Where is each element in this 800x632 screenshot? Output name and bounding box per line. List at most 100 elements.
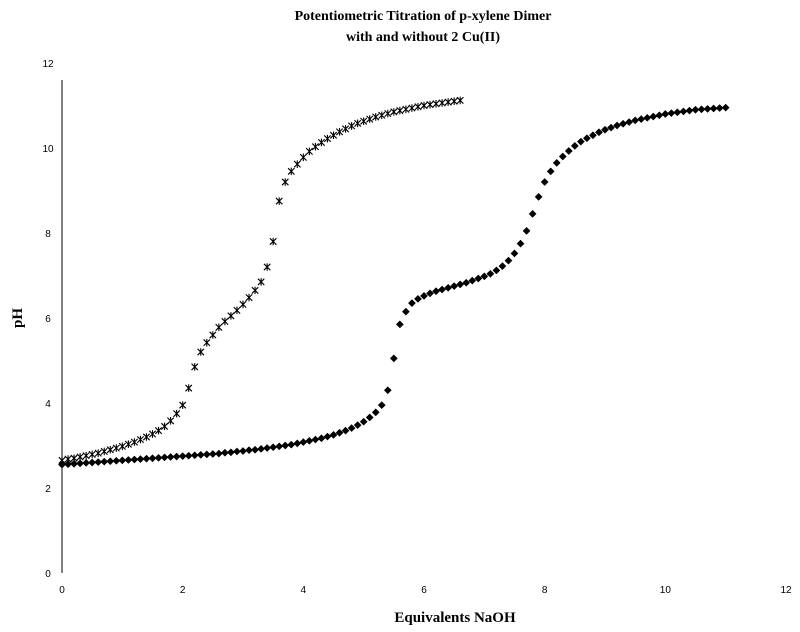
data-point: [106, 445, 114, 454]
data-point: [112, 456, 121, 465]
data-point: [456, 96, 464, 105]
data-point: [136, 455, 145, 464]
data-point: [378, 111, 386, 120]
data-point: [196, 450, 205, 459]
data-point: [504, 256, 513, 265]
data-point: [190, 451, 199, 460]
data-point: [305, 436, 314, 445]
x-axis-ticks: 0 2 4 6 8 10 12: [59, 585, 792, 596]
data-point: [287, 440, 296, 449]
data-point: [160, 422, 169, 431]
chart-title: Potentiometric Titration of p-xylene Dim…: [295, 9, 552, 24]
x-tick-label: 0: [59, 585, 65, 596]
data-point: [407, 299, 416, 308]
data-point: [118, 456, 127, 465]
data-point: [233, 447, 241, 456]
data-point: [395, 320, 404, 329]
data-point: [269, 237, 277, 246]
data-point: [263, 263, 271, 271]
data-point: [371, 408, 380, 417]
data-point: [118, 442, 126, 451]
x-tick-label: 2: [180, 585, 186, 596]
data-point: [124, 455, 133, 464]
x-tick-label: 10: [660, 585, 672, 596]
data-point: [384, 109, 392, 118]
data-point: [480, 272, 489, 281]
data-point: [208, 450, 217, 458]
data-point: [414, 102, 422, 111]
data-point: [709, 104, 718, 113]
data-point: [426, 289, 434, 298]
data-point: [377, 401, 386, 410]
y-tick-label: 4: [45, 399, 51, 410]
data-point: [366, 115, 374, 123]
data-point: [341, 426, 350, 435]
data-point: [655, 111, 664, 120]
x-axis-label: Equivalents NaOH: [394, 610, 516, 626]
data-point: [94, 458, 103, 467]
data-point: [239, 300, 247, 309]
data-point: [588, 131, 597, 140]
data-point: [703, 104, 712, 113]
data-point: [185, 384, 193, 392]
data-point: [540, 178, 549, 186]
data-point: [281, 178, 289, 186]
data-point: [697, 105, 706, 114]
data-point: [552, 158, 561, 167]
data-point: [287, 167, 295, 176]
data-point: [444, 283, 453, 292]
data-point: [613, 121, 622, 130]
data-point: [329, 430, 338, 439]
data-point: [444, 98, 452, 106]
data-point: [510, 249, 519, 258]
data-point: [179, 401, 187, 409]
data-point: [661, 110, 670, 118]
data-point: [239, 447, 247, 455]
data-point: [142, 454, 151, 463]
data-point: [450, 282, 459, 291]
data-point: [130, 455, 139, 464]
data-point: [420, 291, 428, 300]
data-point: [166, 453, 175, 461]
data-point: [221, 317, 229, 326]
x-tick-label: 6: [421, 585, 427, 596]
data-point: [203, 338, 211, 347]
data-point: [142, 433, 151, 441]
data-point: [582, 134, 591, 143]
data-point: [601, 125, 609, 134]
data-point: [154, 453, 163, 462]
data-point: [191, 363, 199, 371]
data-point: [685, 106, 694, 115]
data-point: [263, 444, 272, 453]
y-tick-label: 10: [42, 144, 54, 155]
data-point: [226, 448, 235, 457]
data-point: [94, 449, 102, 457]
data-point: [305, 147, 313, 156]
data-point: [546, 167, 555, 176]
data-point: [178, 452, 187, 461]
data-point: [486, 269, 495, 278]
data-point: [88, 450, 96, 459]
data-point: [516, 239, 525, 248]
data-point: [450, 97, 458, 106]
x-tick-label: 12: [780, 585, 792, 596]
data-point: [462, 278, 471, 287]
data-point: [82, 458, 91, 467]
data-point: [329, 131, 338, 140]
y-axis-ticks: 0 2 4 6 8 10 12: [42, 59, 54, 580]
data-point: [130, 438, 138, 446]
data-point: [389, 354, 398, 363]
data-point: [251, 445, 260, 454]
data-point: [173, 409, 181, 418]
data-point: [227, 312, 235, 320]
data-point: [359, 417, 368, 426]
data-point: [432, 287, 441, 296]
data-point: [522, 226, 531, 235]
data-point: [432, 100, 440, 108]
data-point: [607, 123, 615, 132]
data-point: [468, 276, 477, 285]
data-point: [202, 450, 211, 459]
data-point: [257, 444, 266, 453]
data-point: [323, 432, 332, 441]
chart-subtitle: with and without 2 Cu(II): [346, 30, 500, 45]
